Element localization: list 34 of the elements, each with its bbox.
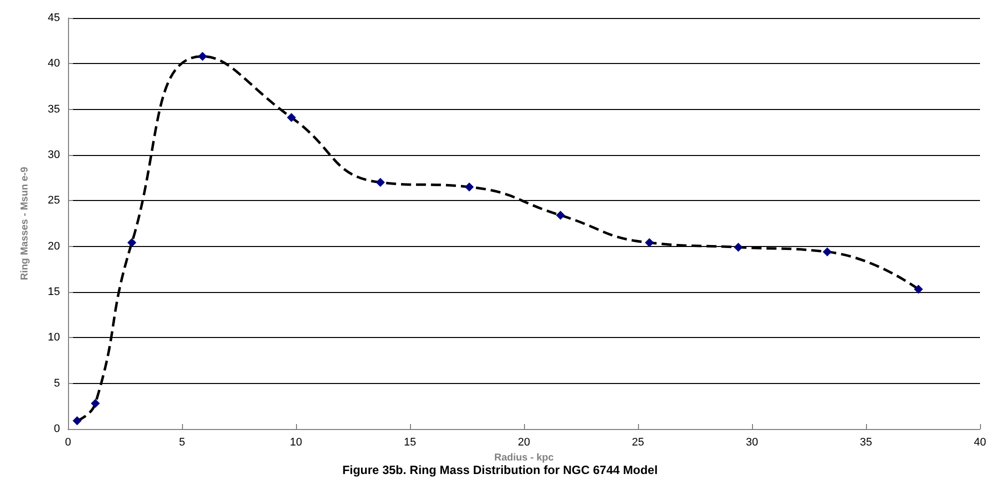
x-tick-label: 40: [974, 436, 986, 448]
point: [198, 52, 208, 61]
y-axis-title: Ring Masses - Msun e-9: [20, 166, 30, 280]
point: [464, 182, 474, 192]
y-tick-label: 0: [54, 423, 60, 435]
y-tick-label: 15: [48, 286, 60, 298]
y-tick-label: 45: [48, 12, 60, 24]
y-tick-label: 35: [48, 103, 60, 116]
point: [556, 210, 565, 220]
y-tick-label: 20: [48, 240, 60, 252]
y-tick-label: 5: [54, 377, 60, 390]
y-tick-label: 10: [48, 332, 60, 344]
x-tick-label: 5: [178, 436, 186, 448]
x-axis-title: Radius - kpc: [494, 452, 554, 464]
point: [822, 247, 832, 256]
point: [644, 238, 654, 248]
point: [127, 238, 136, 248]
text: Figure 35b. Ring Mass Distribution for NGC 6744 Model: [342, 463, 658, 477]
x-tick-label: 15: [404, 436, 416, 448]
x-tick-label: 35: [860, 436, 872, 448]
point: [286, 113, 296, 122]
y-tick-label: 25: [48, 194, 60, 207]
point: [734, 242, 743, 252]
y-tick-label: 30: [48, 149, 60, 161]
point: [914, 284, 923, 294]
y-tick-label: 40: [48, 58, 60, 70]
x-tick-label: 20: [518, 436, 530, 448]
x-tick-label: 10: [290, 436, 302, 448]
point: [72, 416, 82, 426]
point: [90, 398, 100, 408]
x-tick-label: 25: [632, 436, 644, 448]
x-tick-label: 0: [64, 436, 72, 448]
x-tick-label: 30: [746, 436, 758, 448]
point: [376, 178, 385, 187]
